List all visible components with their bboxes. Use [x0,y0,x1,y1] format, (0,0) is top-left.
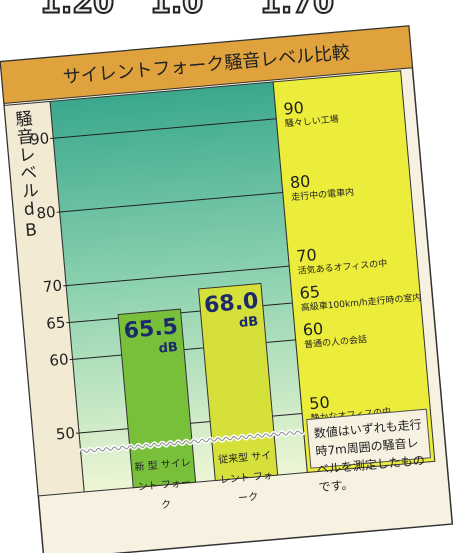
value-label: 65.5 [123,314,179,344]
top-fragment: 1.0 [150,0,203,21]
top-fragment: 1.70 [260,0,334,21]
y-tick-label: 90 [29,129,50,149]
reference-value: 50 [309,393,331,414]
note: 数値はいずれも走行時7m周囲の騒音レベルを測定したものです。 [313,417,426,495]
grid-line [53,118,277,139]
note-box: 数値はいずれも走行時7m周囲の騒音レベルを測定したものです。 [313,417,426,495]
grid-line [66,265,290,287]
y-tick-label: 70 [42,277,63,297]
bar [197,282,279,482]
axis-column [3,100,85,497]
value-unit: dB [238,314,258,331]
reference-value: 70 [296,245,318,266]
y-tick-label: 60 [49,350,70,370]
note-box [306,408,432,469]
grid-line [59,191,283,213]
value-label: 68.0 [203,289,259,319]
category-label-box: 従来型 サイレント フォーク [217,450,274,505]
reference-value: 65 [299,282,321,303]
reference-value: 60 [302,319,324,340]
reference-value: 90 [283,98,305,119]
y-tick-label: 80 [36,203,57,223]
category-label: 従来型 サイレント フォーク [217,450,274,505]
title-band [0,25,413,105]
chart: サイレントフォーク騒音レベル比較 騒音レベルdB50606570809065.5… [0,25,454,553]
axis-break-line [80,430,305,453]
top-fragment: 1.20 [40,0,114,21]
reference-panel [272,70,436,473]
top-fragments: 1.20 1.0 1.70 [39,0,335,22]
value-unit: dB [158,340,178,357]
category-label-box: 新 型 サイレント フォーク [134,457,192,511]
reference-value: 80 [289,172,311,193]
y-tick-label: 65 [45,313,66,333]
y-tick-label: 50 [55,424,76,444]
category-label: 新 型 サイレント フォーク [134,457,192,511]
